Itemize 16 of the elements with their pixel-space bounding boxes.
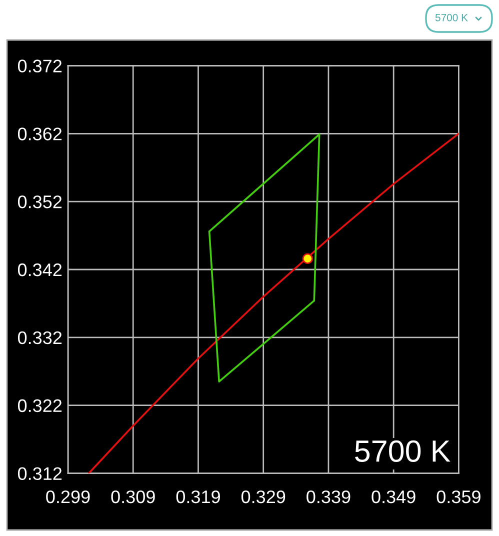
x-tick-label: 0.319	[176, 490, 220, 504]
x-tick-label: 0.329	[241, 490, 286, 504]
x-tick-label: 0.309	[111, 490, 155, 504]
y-tick-label: 0.362	[18, 128, 62, 140]
y-tick-label: 0.342	[18, 263, 62, 276]
y-tick-label: 0.322	[18, 399, 62, 412]
y-tick-label: 0.352	[18, 196, 62, 208]
y-tick-label: 0.312	[18, 467, 62, 480]
x-tick-label: 0.339	[306, 490, 350, 504]
y-tick-label: 0.372	[18, 60, 62, 72]
x-tick-label: 0.349	[372, 490, 416, 504]
text: 5700 K	[435, 14, 468, 22]
x-tick-label: 0.359	[436, 490, 480, 504]
text: 5700 K	[355, 440, 450, 462]
y-tick-label: 0.332	[18, 331, 62, 344]
x-tick-label: 0.299	[46, 490, 90, 504]
